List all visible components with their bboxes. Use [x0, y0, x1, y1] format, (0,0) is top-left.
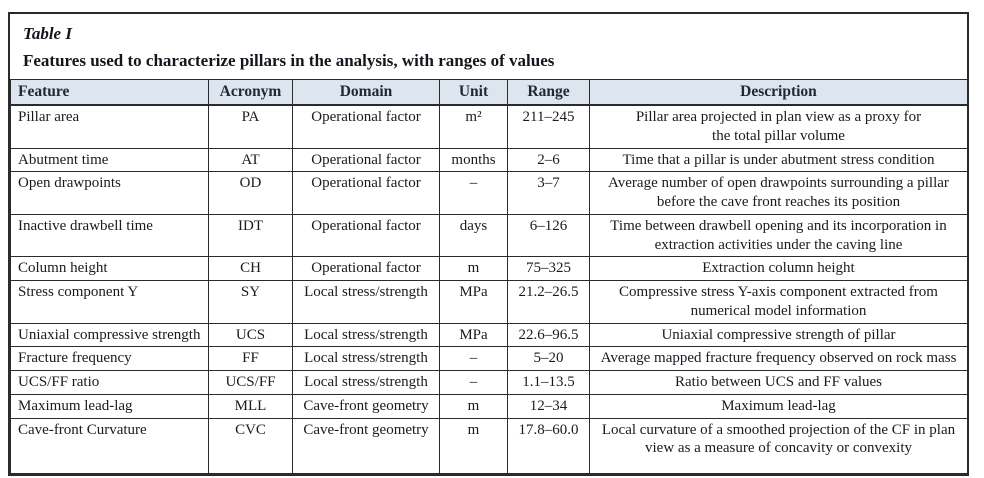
acronym-cell: UCS/FF	[208, 370, 293, 395]
domain-cell: Local stress/strength	[292, 280, 440, 324]
table-row: Maximum lead-lag MLL Cave-front geometry m 1…	[10, 393, 968, 419]
header-row: Feature Acronym Domain Unit Range Descri…	[10, 79, 968, 106]
feature-cell: UCS/FF ratio	[10, 370, 209, 395]
unit-cell: days	[439, 213, 508, 258]
feature-cell: Column height	[10, 256, 209, 281]
table-row: Pillar area PA Operational factor m² 211–245…	[10, 104, 968, 149]
acronym-cell: FF	[208, 346, 293, 371]
unit-cell: m	[439, 256, 508, 281]
feature-cell: Inactive drawbell time	[10, 213, 209, 258]
description-cell: Extraction column height	[589, 256, 968, 281]
feature-cell: Maximum lead-lag	[10, 393, 209, 419]
unit-cell: m	[439, 417, 508, 474]
table-label: Table I	[23, 24, 72, 43]
domain-cell: Cave-front geometry	[292, 393, 440, 419]
description-cell: Average mapped fracture frequency observ…	[589, 346, 968, 371]
acronym-cell: IDT	[208, 213, 293, 258]
range-cell: 17.8–60.0	[507, 417, 590, 474]
range-cell: 211–245	[507, 104, 590, 149]
unit-cell: –	[439, 346, 508, 371]
unit-cell: months	[439, 147, 508, 173]
description-cell: Maximum lead-lag	[589, 393, 968, 419]
header-domain: Domain	[292, 79, 440, 106]
description-cell: Pillar area projected in plan view as a …	[589, 104, 968, 149]
header-feature: Feature	[10, 79, 209, 106]
range-cell: 2–6	[507, 147, 590, 173]
acronym-cell: PA	[208, 104, 293, 149]
acronym-cell: MLL	[208, 393, 293, 419]
feature-cell: Uniaxial compressive strength	[10, 322, 209, 348]
table-row: Inactive drawbell time IDT Operational fac…	[10, 213, 968, 258]
range-cell: 1.1–13.5	[507, 370, 590, 395]
header-range: Range	[507, 79, 590, 106]
table-row: Open drawpoints OD Operational factor –3–7 A…	[10, 171, 968, 215]
range-cell: 12–34	[507, 393, 590, 419]
acronym-cell: CVC	[208, 417, 293, 474]
table-row: Abutment time AT Operational factor months 2…	[10, 147, 968, 173]
acronym-cell: SY	[208, 280, 293, 324]
acronym-cell: UCS	[208, 322, 293, 348]
header-description: Description	[589, 79, 968, 106]
description-cell: Average number of open drawpoints surrou…	[589, 171, 968, 215]
unit-cell: –	[439, 171, 508, 215]
range-cell: 5–20	[507, 346, 590, 371]
domain-cell: Operational factor	[292, 171, 440, 215]
unit-cell: MPa	[439, 322, 508, 348]
range-cell: 3–7	[507, 171, 590, 215]
description-cell: Time that a pillar is under abutment str…	[589, 147, 968, 173]
table-row: Uniaxial compressive strength UCS Local st…	[10, 322, 968, 348]
description-cell: Local curvature of a smoothed projection…	[589, 417, 968, 474]
feature-cell: Pillar area	[10, 104, 209, 149]
domain-cell: Operational factor	[292, 213, 440, 258]
range-cell: 75–325	[507, 256, 590, 281]
description-cell: Ratio between UCS and FF values	[589, 370, 968, 395]
description-cell: Uniaxial compressive strength of pillar	[589, 322, 968, 348]
table-subtitle: Features used to characterize pillars in…	[23, 51, 555, 70]
unit-cell: m	[439, 393, 508, 419]
table-caption-block: Table I Features used to characterize pi…	[10, 14, 967, 79]
feature-cell: Fracture frequency	[10, 346, 209, 371]
domain-cell: Operational factor	[292, 147, 440, 173]
range-cell: 22.6–96.5	[507, 322, 590, 348]
unit-cell: MPa	[439, 280, 508, 324]
table-row: UCS/FF ratio UCS/FF Local stress/strength –…	[10, 370, 968, 395]
table-body: Pillar area PA Operational factor m² 211–245…	[10, 104, 968, 474]
acronym-cell: OD	[208, 171, 293, 215]
feature-cell: Abutment time	[10, 147, 209, 173]
acronym-cell: AT	[208, 147, 293, 173]
range-cell: 21.2–26.5	[507, 280, 590, 324]
unit-cell: –	[439, 370, 508, 395]
unit-cell: m²	[439, 104, 508, 149]
acronym-cell: CH	[208, 256, 293, 281]
features-table: Feature Acronym Domain Unit Range Descri…	[10, 79, 968, 474]
domain-cell: Local stress/strength	[292, 370, 440, 395]
header-unit: Unit	[439, 79, 508, 106]
feature-cell: Open drawpoints	[10, 171, 209, 215]
table-row: Cave-front Curvature CVC Cave-front geomet…	[10, 417, 968, 474]
description-cell: Compressive stress Y-axis component extr…	[589, 280, 968, 324]
table-row: Stress component Y SY Local stress/strengt…	[10, 280, 968, 324]
feature-cell: Cave-front Curvature	[10, 417, 209, 474]
header-acronym: Acronym	[208, 79, 293, 106]
range-cell: 6–126	[507, 213, 590, 258]
domain-cell: Local stress/strength	[292, 322, 440, 348]
description-cell: Time between drawbell opening and its in…	[589, 213, 968, 258]
table-row: Fracture frequency FF Local stress/strengt…	[10, 346, 968, 371]
table-frame: Table I Features used to characterize pi…	[8, 12, 969, 476]
domain-cell: Local stress/strength	[292, 346, 440, 371]
feature-cell: Stress component Y	[10, 280, 209, 324]
domain-cell: Operational factor	[292, 256, 440, 281]
domain-cell: Operational factor	[292, 104, 440, 149]
table-row: Column height CH Operational factor m 75–325…	[10, 256, 968, 281]
domain-cell: Cave-front geometry	[292, 417, 440, 474]
